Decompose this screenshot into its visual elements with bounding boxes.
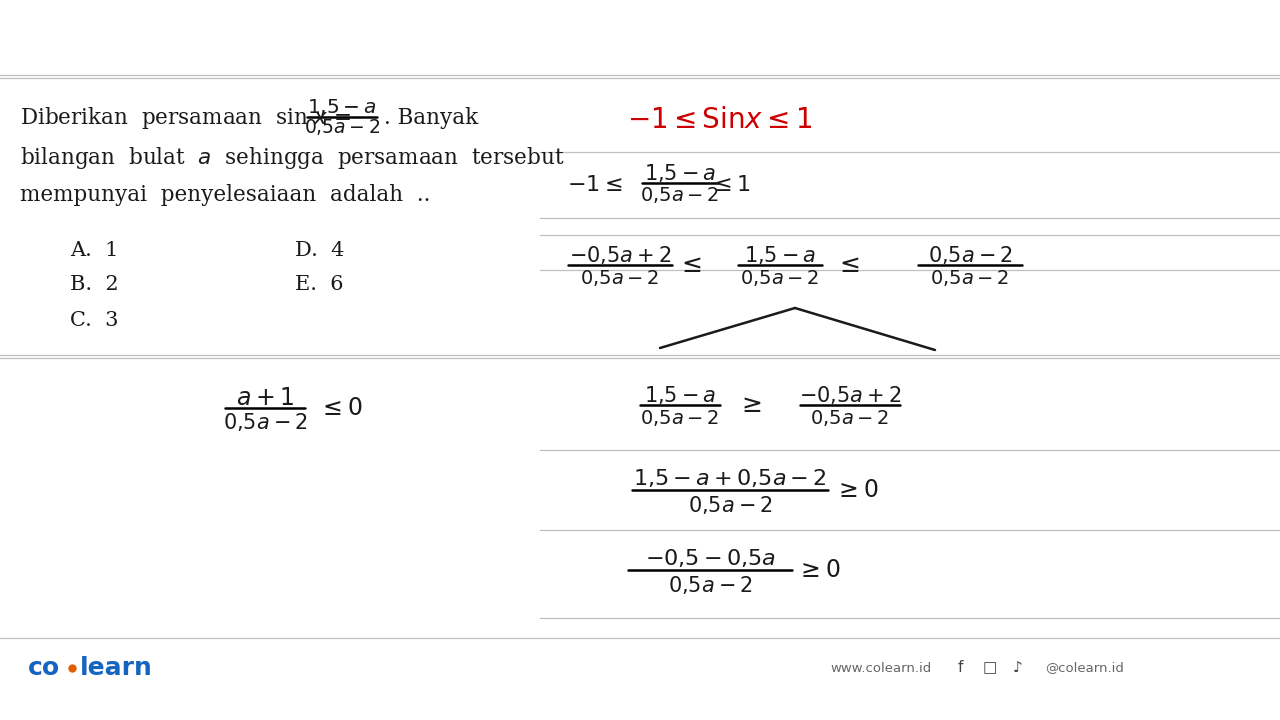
Text: B.  2: B. 2: [70, 276, 119, 294]
Text: $0{,}5a-2$: $0{,}5a-2$: [928, 244, 1012, 266]
Text: $0{,}5a-2$: $0{,}5a-2$: [640, 408, 719, 428]
Text: $a+1$: $a+1$: [236, 386, 294, 410]
Text: learn: learn: [79, 656, 152, 680]
Text: $-1 \leq \mathrm{Sin}x \leq 1$: $-1 \leq \mathrm{Sin}x \leq 1$: [627, 106, 813, 134]
Text: $\leq 0$: $\leq 0$: [317, 396, 362, 420]
Text: www.colearn.id: www.colearn.id: [829, 662, 932, 675]
Text: $1{,}5-a+0{,}5a-2$: $1{,}5-a+0{,}5a-2$: [634, 467, 827, 489]
Text: mempunyai  penyelesaiaan  adalah  ..: mempunyai penyelesaiaan adalah ..: [20, 184, 430, 206]
Text: $\geq 0$: $\geq 0$: [833, 478, 878, 502]
Text: $-0{,}5a+2$: $-0{,}5a+2$: [568, 244, 671, 266]
Text: $-1 \leq$: $-1 \leq$: [567, 175, 622, 195]
Text: $\leq$: $\leq$: [836, 253, 860, 277]
Text: $1{,}5-a$: $1{,}5-a$: [307, 97, 376, 117]
Text: f: f: [957, 660, 963, 675]
Text: $1{,}5-a$: $1{,}5-a$: [644, 384, 716, 406]
Text: $0{,}5a-2$: $0{,}5a-2$: [303, 117, 380, 137]
Text: $\leq 1$: $\leq 1$: [709, 175, 750, 195]
Text: @colearn.id: @colearn.id: [1044, 662, 1124, 675]
Text: D.  4: D. 4: [294, 240, 344, 259]
Text: $\geq$: $\geq$: [737, 393, 763, 417]
Text: $0{,}5a-2$: $0{,}5a-2$: [931, 268, 1010, 288]
Text: Diberikan  persamaan  sin $x$ =: Diberikan persamaan sin $x$ =: [20, 105, 351, 131]
Text: bilangan  bulat  $a$  sehingga  persamaan  tersebut: bilangan bulat $a$ sehingga persamaan te…: [20, 145, 564, 171]
Text: $-0{,}5a+2$: $-0{,}5a+2$: [799, 384, 901, 406]
Text: A.  1: A. 1: [70, 240, 119, 259]
Text: $1{,}5-a$: $1{,}5-a$: [644, 162, 716, 184]
Text: $0{,}5a-2$: $0{,}5a-2$: [687, 494, 772, 516]
Text: $-0{,}5-0{,}5a$: $-0{,}5-0{,}5a$: [645, 547, 776, 569]
Text: $0{,}5a-2$: $0{,}5a-2$: [223, 411, 307, 433]
Text: C.  3: C. 3: [70, 310, 119, 330]
Text: $0{,}5a-2$: $0{,}5a-2$: [640, 185, 719, 205]
Text: E.  6: E. 6: [294, 276, 343, 294]
Text: $\geq 0$: $\geq 0$: [796, 558, 840, 582]
Text: $0{,}5a-2$: $0{,}5a-2$: [668, 574, 753, 596]
Text: $\leq$: $\leq$: [677, 253, 703, 277]
Text: co: co: [28, 656, 60, 680]
Text: $0{,}5a-2$: $0{,}5a-2$: [580, 268, 659, 288]
Text: $1{,}5-a$: $1{,}5-a$: [744, 244, 817, 266]
Text: □: □: [983, 660, 997, 675]
Text: ♪: ♪: [1014, 660, 1023, 675]
Text: $0{,}5a-2$: $0{,}5a-2$: [810, 408, 890, 428]
Text: . Banyak: . Banyak: [384, 107, 479, 129]
Text: $0{,}5a-2$: $0{,}5a-2$: [740, 268, 819, 288]
